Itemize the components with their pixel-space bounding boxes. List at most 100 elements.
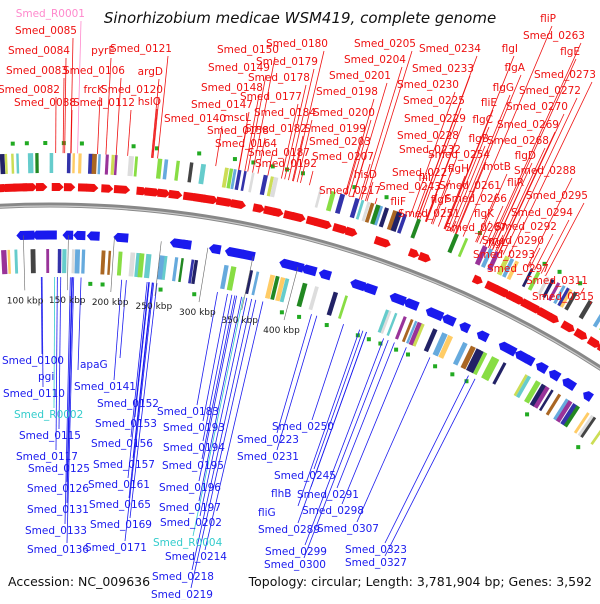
gc-marker (197, 151, 201, 155)
forward-gene-label: Smed_0180 (266, 38, 328, 50)
forward-gene-label: flgK (474, 208, 495, 220)
forward-gene-arrow (314, 218, 332, 229)
forward-function-band (127, 156, 134, 176)
forward-function-band (0, 154, 5, 174)
forward-function-band (78, 153, 82, 173)
gc-marker (576, 445, 580, 449)
forward-function-band (16, 153, 19, 173)
forward-gene-arrow (86, 184, 98, 192)
gc-marker (280, 310, 284, 314)
reverse-function-band (1, 250, 7, 274)
forward-function-band (156, 159, 162, 179)
reverse-gene-arrow (477, 330, 490, 342)
gc-marker (233, 157, 237, 161)
reverse-gene-label: Smed_0289 (258, 524, 320, 536)
forward-function-band (593, 308, 600, 327)
reverse-gene-arrow (536, 362, 549, 374)
forward-gene-label: flgG (493, 82, 514, 94)
forward-gene-arrow (408, 248, 419, 258)
reverse-gene-label: Smed_0196 (159, 482, 221, 494)
reverse-gene-label: Smed_0161 (88, 479, 150, 491)
gc-marker (132, 144, 136, 148)
forward-function-band (105, 154, 109, 174)
reverse-gene-arrow (562, 378, 577, 391)
forward-gene-label: flgI (502, 43, 518, 55)
tick-label: 250 kbp (136, 302, 173, 312)
forward-gene-label: Smed_0270 (506, 101, 568, 113)
tick-label: 300 kbp (179, 308, 216, 318)
accession-text: Accession: NC_009636 (8, 574, 150, 589)
reverse-leader-line (385, 379, 475, 556)
reverse-gene-label: Smed_0156 (91, 438, 153, 450)
forward-leader-line (309, 171, 313, 185)
tick-label: 200 kbp (92, 298, 129, 308)
forward-gene-label: Smed_0120 (101, 84, 163, 96)
forward-gene-label: Smed_0121 (110, 43, 172, 55)
reverse-gene-label: Smed_R0004 (153, 537, 223, 549)
reverse-leader-line (357, 357, 430, 522)
reverse-gene-arrow (319, 269, 332, 280)
forward-gene-label: Smed_0225 (403, 95, 465, 107)
reverse-function-band (297, 283, 308, 307)
gc-marker (433, 364, 437, 368)
forward-gene-label: Smed_0179 (256, 56, 318, 68)
reverse-function-band (14, 250, 18, 274)
forward-gene-label: fliR (507, 177, 524, 189)
reverse-gene-arrow (362, 283, 378, 295)
forward-gene-label: Smed_0200 (313, 107, 375, 119)
reverse-gene-label: Smed_0291 (297, 489, 359, 501)
reverse-gene-label: Smed_0117 (16, 451, 78, 463)
forward-function-band (163, 159, 169, 179)
forward-gene-label: Smed_0182 (245, 123, 307, 135)
forward-gene-label: Smed_0106 (63, 65, 125, 77)
forward-function-band (187, 162, 193, 182)
reverse-gene-arrow (62, 231, 73, 240)
reverse-gene-arrow (73, 231, 85, 240)
reverse-gene-label: Smed_0250 (272, 421, 334, 433)
gc-marker (406, 352, 410, 356)
forward-function-band (97, 154, 100, 174)
forward-gene-label: flgD (515, 150, 536, 162)
map-title: Sinorhizobium medicae WSM419, complete g… (0, 9, 600, 27)
forward-gene-label: Smed_0082 (0, 84, 60, 96)
reverse-gene-label: Smed_0153 (95, 418, 157, 430)
forward-function-band (11, 154, 14, 174)
forward-gene-arrow (374, 236, 391, 248)
forward-gene-label: Smed_0268 (487, 135, 549, 147)
reverse-function-band (327, 292, 338, 316)
forward-gene-label: Smed_0184 (254, 107, 316, 119)
reverse-function-band (81, 250, 85, 274)
forward-gene-label: Smed_0297 (487, 263, 549, 275)
reverse-function-band (75, 249, 81, 273)
forward-gene-label: Smed_0263 (523, 30, 585, 42)
reverse-gene-label: Smed_0214 (165, 551, 227, 563)
forward-gene-label: Smed_0230 (397, 79, 459, 91)
reverse-function-band (251, 271, 259, 295)
reverse-gene-arrow (426, 307, 445, 321)
reverse-gene-label: Smed_0219 (151, 589, 213, 600)
reverse-gene-arrow (442, 314, 457, 326)
gc-marker (325, 323, 329, 327)
gc-marker (101, 282, 105, 286)
reverse-gene-arrow (404, 298, 420, 311)
reverse-gene-label: pgi (38, 371, 54, 383)
forward-gene-arrow (157, 189, 170, 198)
reverse-leader-line (78, 278, 81, 370)
forward-gene-arrow (168, 190, 182, 199)
forward-gene-label: Smed_0233 (412, 63, 474, 75)
reverse-gene-arrow (209, 244, 222, 254)
forward-gene-label: Smed_0217 (319, 185, 381, 197)
forward-gene-arrow (345, 227, 358, 237)
forward-gene-arrow (52, 183, 64, 191)
forward-gene-arrow (230, 199, 246, 209)
forward-gene-label: Smed_0112 (73, 97, 135, 109)
forward-function-band (174, 161, 180, 181)
reverse-leader-line (312, 324, 344, 420)
forward-function-band (410, 219, 421, 239)
forward-gene-label: Smed_0311 (526, 275, 588, 287)
reverse-gene-label: Smed_0157 (93, 459, 155, 471)
tick-label: 400 kbp (263, 326, 300, 336)
forward-gene-label: Smed_0292 (495, 221, 557, 233)
forward-function-band (447, 233, 458, 253)
forward-gene-arrow (101, 184, 113, 192)
